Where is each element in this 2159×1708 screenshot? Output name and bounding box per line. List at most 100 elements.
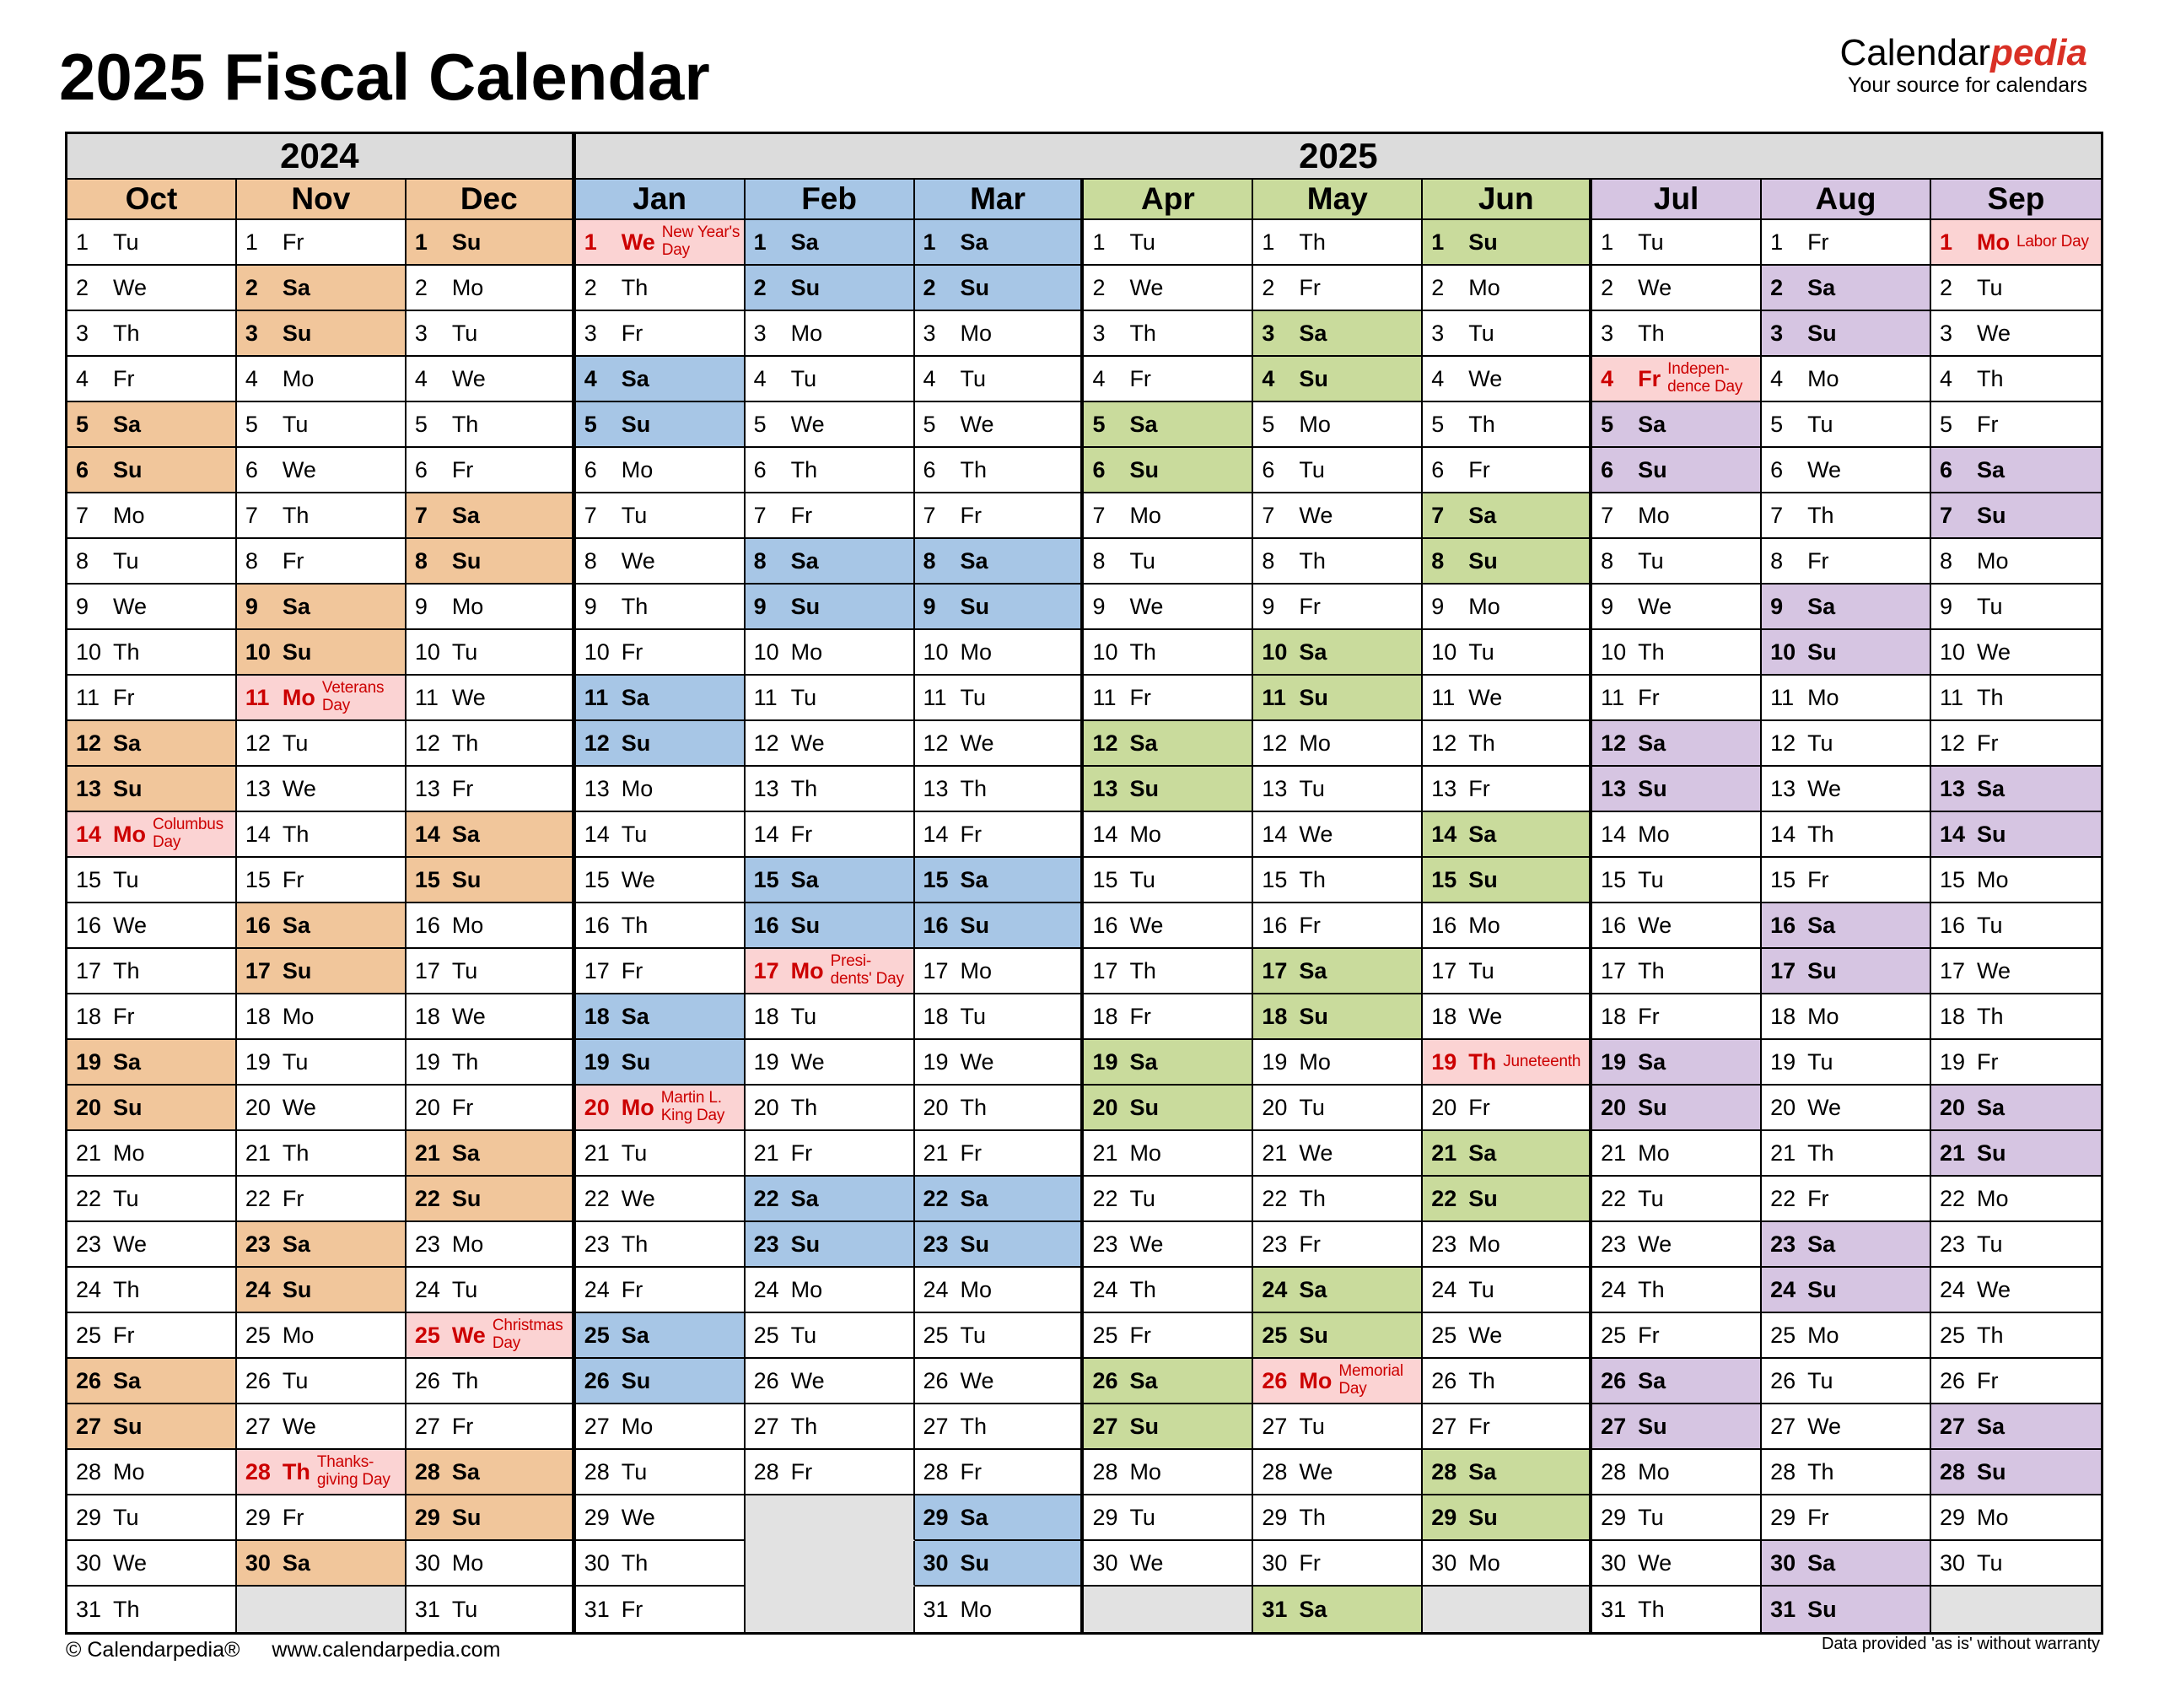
day-number: 15 <box>1601 866 1627 892</box>
day-row: 2 We 2 Sa 2 Mo 2 Th 2 Su 2 Su 2 We 2 Fr 2 Mo 2 We 2 Sa 2 Tu <box>67 266 2101 311</box>
day-number: 26 <box>1092 1367 1118 1393</box>
day-cell-content: 1 Tu <box>1084 229 1252 256</box>
day-number: 2 <box>1262 274 1275 300</box>
day-cell-content: 3 Sa <box>1253 321 1421 347</box>
day-row: 31 Th 31 Tu 31 Fr 31 Mo 31 Sa 31 Th 31 Su <box>67 1587 2101 1632</box>
day-number: 12 <box>923 730 949 756</box>
holiday-cell: 26 Mo Memorial Day <box>1253 1359 1424 1404</box>
day-number: 14 <box>414 821 440 847</box>
year-header-2025: 2025 <box>575 134 2101 180</box>
day-cell: 23 Tu <box>1930 1222 2101 1268</box>
weekday-abbr: Sa <box>1976 775 2005 801</box>
day-number: 2 <box>1939 274 1952 300</box>
day-cell-content: 9 Fr <box>1253 594 1421 620</box>
day-number: 10 <box>1092 638 1118 665</box>
weekday-abbr: We <box>451 365 486 391</box>
day-number: 7 <box>1601 502 1614 528</box>
day-cell-content: 24 Tu <box>1423 1277 1589 1303</box>
day-cell: 7 Mo <box>1592 493 1763 539</box>
day-number: 21 <box>1770 1140 1796 1166</box>
weekday-abbr: Su <box>282 957 312 983</box>
weekday-abbr: Tu <box>1468 1276 1494 1302</box>
page-title: 2025 Fiscal Calendar <box>59 40 710 114</box>
day-cell: 7 Su <box>1930 493 2101 539</box>
day-number: 11 <box>1770 684 1795 710</box>
day-cell-content: 17 Mo Presi- dents' Day <box>746 953 913 988</box>
day-cell-content: 17 Tu <box>406 958 572 984</box>
day-cell-content: 1 Fr <box>1762 229 1930 256</box>
logo[interactable]: Calendarpedia Your source for calendars <box>1840 32 2087 96</box>
day-cell: 9 Th <box>575 585 746 630</box>
weekday-abbr: Sa <box>1299 638 1327 665</box>
day-number: 12 <box>1939 730 1966 756</box>
weekday-abbr: Th <box>1638 1276 1665 1302</box>
day-cell: 7 Th <box>1762 493 1931 539</box>
day-cell-content: 4 Fr <box>67 366 235 392</box>
day-cell-content: 14 Fr <box>915 822 1081 848</box>
day-number: 4 <box>584 365 597 391</box>
day-cell: 7 Tu <box>575 493 746 539</box>
weekday-abbr: Tu <box>1976 1549 2003 1576</box>
day-cell: 6 Th <box>745 448 915 493</box>
logo-text-pedia: pedia <box>1990 32 2087 73</box>
day-number: 21 <box>753 1140 779 1166</box>
day-number: 27 <box>1431 1413 1457 1439</box>
day-cell-content: 30 We <box>1592 1550 1760 1576</box>
day-cell: 21 Sa <box>1423 1131 1593 1177</box>
day-cell: 18 Tu <box>745 994 915 1040</box>
day-row: 4 Fr 4 Mo 4 We 4 Sa 4 Tu 4 Tu 4 Fr 4 Su 4 We 4 Fr Indepen- d… <box>67 357 2101 402</box>
day-number: 10 <box>1939 638 1966 665</box>
weekday-abbr: Th <box>1129 957 1156 983</box>
day-cell-content: 8 Sa <box>746 548 913 574</box>
day-cell-content: 30 We <box>67 1550 235 1576</box>
day-number: 26 <box>923 1367 949 1393</box>
day-cell: 7 We <box>1253 493 1424 539</box>
weekday-abbr: Th <box>113 638 140 665</box>
weekday-abbr: Th <box>451 1048 479 1075</box>
day-number: 4 <box>414 365 428 391</box>
day-cell: 30 Fr <box>1253 1541 1424 1587</box>
day-cell-content: 21 Th <box>237 1140 405 1167</box>
day-cell: 31 Mo <box>915 1587 1085 1632</box>
weekday-abbr: We <box>1976 1276 2011 1302</box>
day-cell-content: 10 Mo <box>746 639 913 665</box>
day-cell-content: 21 Th <box>1762 1140 1930 1167</box>
weekday-abbr: Su <box>960 274 990 300</box>
day-cell-content: 18 Mo <box>1762 1004 1930 1030</box>
day-cell-content: 28 We <box>1253 1459 1421 1485</box>
day-cell: 17 Sa <box>1253 949 1424 994</box>
day-cell: 12 Th <box>1423 721 1593 767</box>
day-cell: 26 Th <box>406 1359 576 1404</box>
day-number: 9 <box>1262 593 1275 619</box>
footer-website-link[interactable]: www.calendarpedia.com <box>272 1638 501 1662</box>
weekday-abbr: Sa <box>960 229 988 255</box>
day-number: 26 <box>753 1367 779 1393</box>
weekday-abbr: We <box>1129 274 1164 300</box>
day-cell: 24 Fr <box>575 1268 746 1313</box>
weekday-abbr: Sa <box>1299 320 1327 346</box>
weekday-abbr: Su <box>790 1231 821 1257</box>
day-cell-content: 10 Tu <box>1423 639 1589 665</box>
weekday-abbr: Sa <box>282 1231 310 1257</box>
weekday-abbr: Tu <box>1976 1231 2003 1257</box>
day-number: 23 <box>753 1231 779 1257</box>
day-number: 24 <box>584 1276 610 1302</box>
day-number: 24 <box>1770 1276 1796 1302</box>
day-cell: 26 Tu <box>236 1359 406 1404</box>
weekday-abbr: Mo <box>113 1458 145 1484</box>
day-cell-content: 4 Mo <box>237 366 405 392</box>
day-cell: 4 Sa <box>575 357 746 402</box>
day-number: 14 <box>1262 821 1288 847</box>
day-cell-content: 16 We <box>1592 913 1760 939</box>
weekday-abbr: Th <box>1638 957 1665 983</box>
day-number: 18 <box>414 1003 440 1029</box>
weekday-abbr: Su <box>960 912 990 938</box>
day-cell: 13 Sa <box>1930 767 2101 812</box>
day-cell: 24 Tu <box>406 1268 576 1313</box>
day-cell: 27 Su <box>67 1404 237 1450</box>
holiday-label: Labor Day <box>2016 232 2089 251</box>
weekday-abbr: Sa <box>960 1504 988 1530</box>
day-row: 10 Th 10 Su 10 Tu 10 Fr 10 Mo 10 Mo 10 Th 10 Sa 10 Tu 10 Th… <box>67 630 2101 676</box>
weekday-abbr: Fr <box>1299 593 1321 619</box>
day-cell-content: 2 Mo <box>1423 275 1589 301</box>
